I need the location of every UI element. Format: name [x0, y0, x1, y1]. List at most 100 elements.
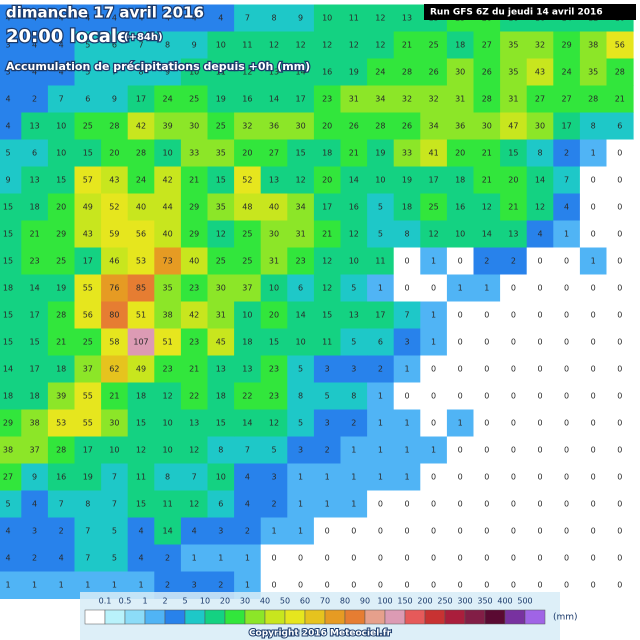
grid-value: 36: [269, 122, 279, 131]
precip-cell: [579, 274, 607, 302]
grid-value: 4: [32, 68, 37, 77]
grid-value: 8: [218, 446, 223, 455]
precip-cell: [367, 274, 395, 302]
grid-value: 0: [537, 500, 542, 509]
precip-cell: [0, 193, 22, 221]
legend-swatch: [244, 609, 266, 625]
grid-value: 0: [617, 311, 622, 320]
precip-cell: [313, 274, 341, 302]
precip-cell: [47, 382, 75, 410]
precip-cell: [367, 463, 395, 491]
precip-cell: [553, 409, 581, 437]
grid-value: 35: [508, 68, 518, 77]
grid-value: 31: [349, 95, 359, 104]
grid-value: 0: [537, 392, 542, 401]
precip-cell: [606, 490, 634, 518]
grid-value: 3: [404, 338, 409, 347]
precip-cell: [0, 463, 22, 491]
grid-value: 18: [216, 392, 226, 401]
precip-cell: [127, 409, 155, 437]
precip-cell: [500, 193, 528, 221]
grid-value: 0: [404, 581, 409, 590]
grid-value: 5: [85, 68, 90, 77]
grid-value: 0: [351, 527, 356, 536]
precip-cell: [500, 490, 528, 518]
grid-value: 0: [325, 581, 330, 590]
grid-value: 7: [85, 527, 90, 536]
grid-value: 8: [298, 392, 303, 401]
grid-value: 12: [322, 41, 332, 50]
precip-cell: [0, 409, 22, 437]
grid-value: 30: [455, 68, 465, 77]
grid-value: 26: [402, 122, 412, 131]
grid-value: 5: [325, 392, 330, 401]
grid-value: 24: [136, 176, 146, 185]
grid-value: 4: [59, 14, 64, 23]
grid-value: 1: [378, 473, 383, 482]
grid-value: 4: [59, 554, 64, 563]
precip-cell: [287, 166, 315, 194]
grid-value: 0: [351, 554, 356, 563]
grid-value: 0: [404, 392, 409, 401]
grid-value: 13: [349, 311, 359, 320]
grid-value: 15: [3, 257, 13, 266]
grid-value: 0: [537, 311, 542, 320]
grid-value: 24: [163, 95, 173, 104]
legend-swatch: [424, 609, 446, 625]
precip-cell: [74, 31, 102, 59]
precip-cell: [21, 193, 49, 221]
precip-cell: [74, 58, 102, 86]
legend-swatch: [284, 609, 306, 625]
grid-value: 20: [56, 203, 66, 212]
precip-cell: [473, 193, 501, 221]
precip-cell: [207, 166, 235, 194]
grid-value: 4: [564, 203, 569, 212]
grid-value: 21: [508, 203, 518, 212]
precip-cell: [101, 328, 129, 356]
precip-cell: [393, 436, 421, 464]
precip-cell: [500, 31, 528, 59]
grid-value: 80: [109, 311, 119, 320]
grid-value: 0: [617, 284, 622, 293]
precip-cell: [553, 166, 581, 194]
grid-value: 0: [617, 149, 622, 158]
precip-cell: [154, 463, 182, 491]
precip-cell: [367, 355, 395, 383]
grid-value: 51: [163, 338, 173, 347]
grid-value: 35: [508, 41, 518, 50]
legend-label: 200: [417, 597, 432, 606]
precip-cell: [313, 193, 341, 221]
precip-cell: [127, 301, 155, 329]
grid-value: 0: [537, 473, 542, 482]
grid-value: 1: [138, 581, 143, 590]
grid-value: 0: [511, 473, 516, 482]
precip-cell: [101, 166, 129, 194]
grid-value: 0: [511, 392, 516, 401]
grid-value: 5: [112, 554, 117, 563]
grid-value: 8: [85, 500, 90, 509]
grid-value: 4: [192, 527, 197, 536]
precip-cell: [74, 193, 102, 221]
grid-value: 30: [296, 122, 306, 131]
precip-cell: [0, 490, 22, 518]
grid-value: 5: [271, 446, 276, 455]
grid-value: 1: [431, 338, 436, 347]
precip-cell: [526, 220, 554, 248]
precip-cell: [606, 166, 634, 194]
legend-swatch: [104, 609, 126, 625]
grid-value: 13: [30, 122, 40, 131]
grid-value: 0: [458, 473, 463, 482]
precip-cell: [553, 328, 581, 356]
grid-value: 107: [133, 338, 148, 347]
grid-value: 1: [32, 581, 37, 590]
precip-cell: [553, 247, 581, 275]
grid-value: 0: [484, 311, 489, 320]
precip-cell: [207, 139, 235, 167]
grid-value: 25: [242, 257, 252, 266]
grid-value: 0: [564, 311, 569, 320]
precip-cell: [313, 85, 341, 113]
grid-value: 0: [404, 500, 409, 509]
grid-value: 11: [375, 257, 385, 266]
precip-cell: [180, 274, 208, 302]
precip-cell: [234, 436, 262, 464]
